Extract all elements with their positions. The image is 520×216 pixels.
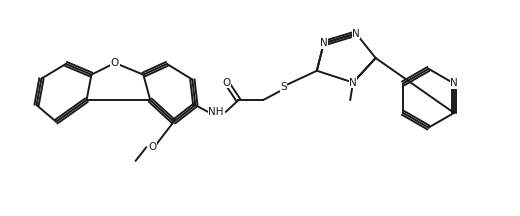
Text: N: N xyxy=(349,78,357,87)
Text: O: O xyxy=(223,78,231,87)
Text: NH: NH xyxy=(208,107,224,117)
Text: S: S xyxy=(280,83,287,92)
Text: N: N xyxy=(320,38,328,48)
Text: N: N xyxy=(450,78,458,89)
Text: O: O xyxy=(111,58,119,68)
Text: O: O xyxy=(148,142,157,152)
Text: N: N xyxy=(352,29,360,38)
